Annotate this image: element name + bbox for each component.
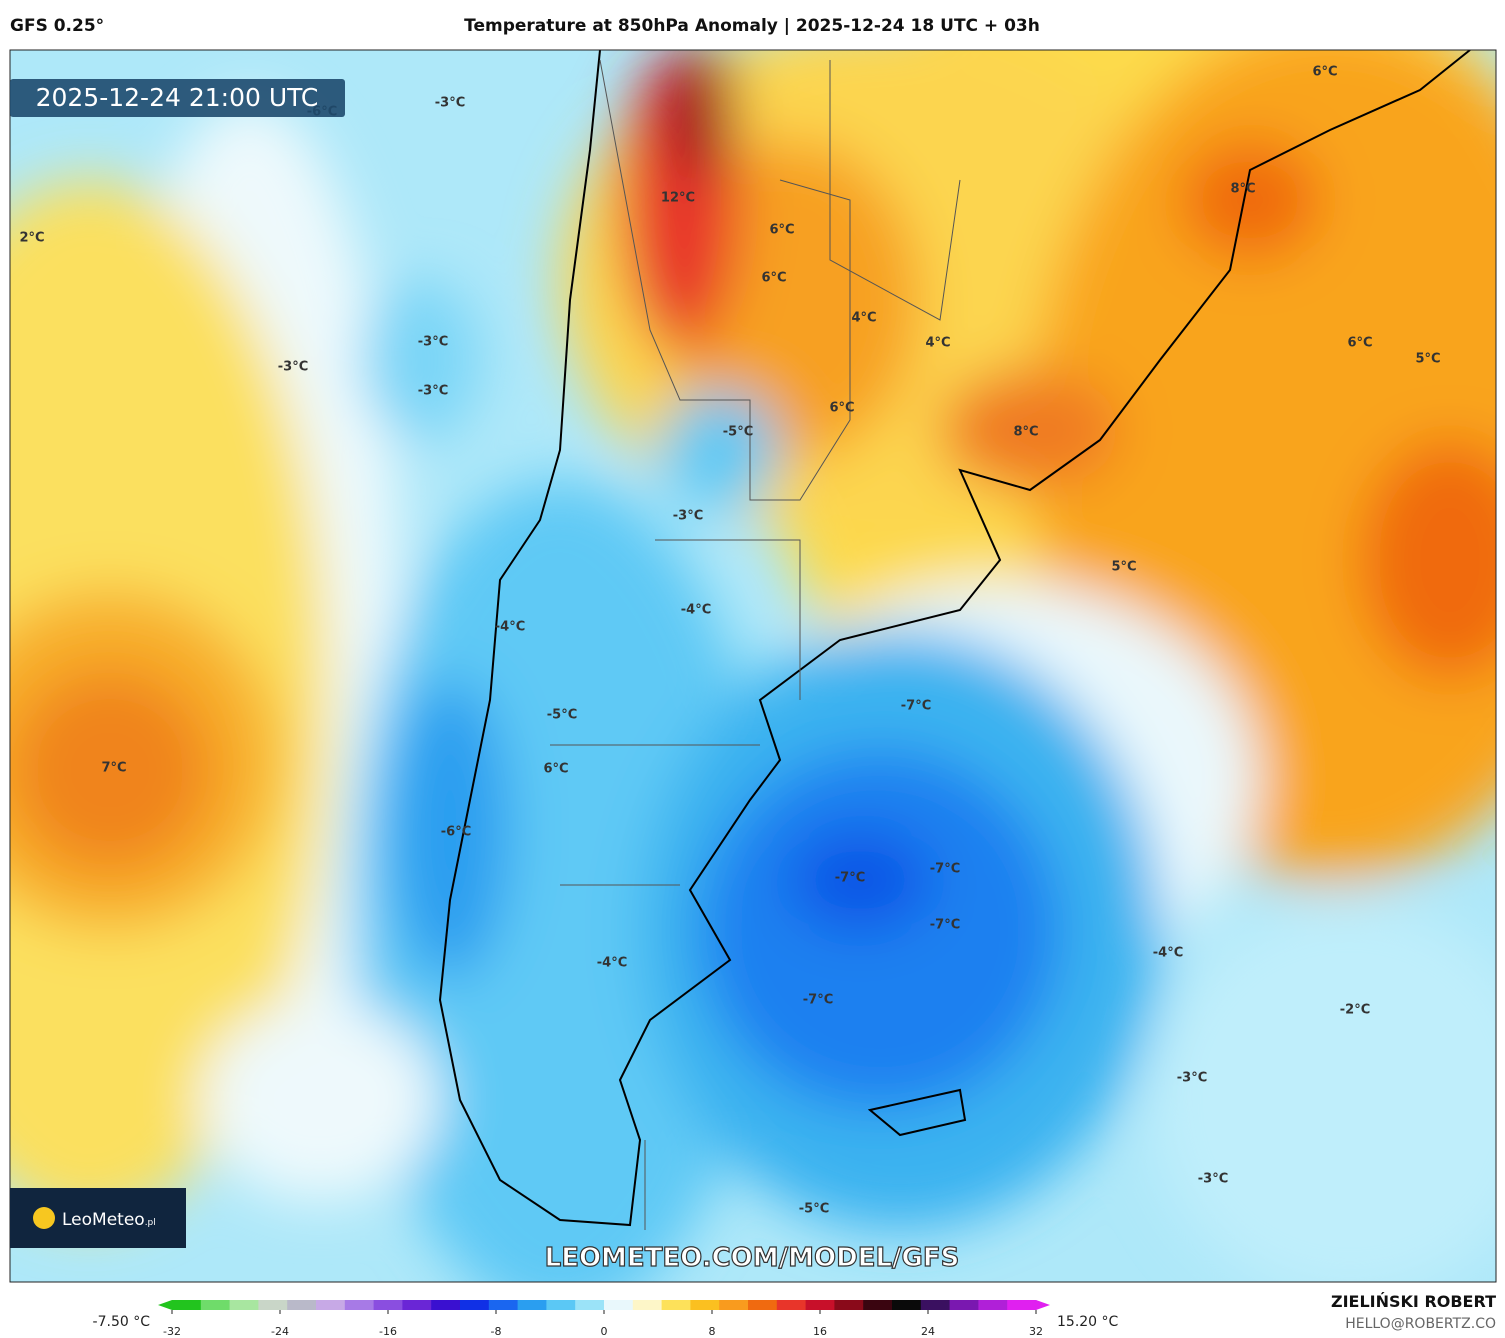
email: HELLO@ROBERTZ.CO [1345, 1316, 1496, 1332]
watermark: LEOMETEO.COM/MODEL/GFS [545, 1243, 960, 1273]
colorbar-swatch [863, 1300, 893, 1310]
colorbar-swatch [690, 1300, 720, 1310]
colorbar-swatch [373, 1300, 403, 1310]
contour-label: 4°C [851, 311, 876, 326]
timestamp-box [10, 79, 345, 117]
colorbar-swatch [834, 1300, 864, 1310]
colorbar-tick-label: 0 [601, 1325, 608, 1338]
colorbar-tick-label: 16 [813, 1325, 827, 1338]
contour-label: -4°C [1153, 946, 1183, 961]
logo-name: LeoMeteo [62, 1210, 145, 1230]
contour-label: 6°C [1312, 65, 1337, 80]
contour-label: 7°C [101, 761, 126, 776]
contour-label: -3°C [673, 509, 703, 524]
colorbar-tick-label: -16 [379, 1325, 397, 1338]
colorbar-swatch [200, 1300, 231, 1310]
contour-label: -4°C [495, 620, 525, 635]
colorbar-swatch [978, 1300, 1008, 1310]
timestamp: 2025-12-24 21:00 UTC [36, 83, 319, 112]
contour-label: 8°C [1230, 182, 1255, 197]
colorbar-swatch [632, 1300, 663, 1310]
colorbar-tick-label: -32 [163, 1325, 181, 1338]
contour-label: 12°C [661, 191, 695, 206]
logo: LeoMeteo.pl [62, 1210, 156, 1230]
contour-label: 4°C [925, 336, 950, 351]
contour-label: -3°C [1177, 1071, 1207, 1086]
colorbar-swatch [258, 1300, 288, 1310]
contour-label: -7°C [930, 918, 960, 933]
colorbar-swatch [287, 1300, 317, 1310]
contour-label: -5°C [547, 708, 577, 723]
colorbar-swatch [172, 1300, 202, 1310]
colorbar-tick-label: -24 [271, 1325, 289, 1338]
logo-sun [33, 1207, 55, 1229]
colorbar-swatch [460, 1300, 490, 1310]
colorbar-swatch [488, 1300, 519, 1310]
contour-label: -3°C [418, 384, 448, 399]
colorbar-swatch [719, 1300, 749, 1310]
colorbar-swatch [604, 1300, 634, 1310]
contour-label: -4°C [597, 956, 627, 971]
colorbar-swatch [892, 1300, 922, 1310]
colorbar-end [1036, 1300, 1050, 1310]
colorbar-min: -7.50 °C [93, 1314, 151, 1330]
contour-label: -3°C [435, 96, 465, 111]
contour-label: -7°C [803, 993, 833, 1008]
contour-label: -2°C [1340, 1003, 1370, 1018]
contour-label: -5°C [723, 425, 753, 440]
contour-label: -7°C [930, 862, 960, 877]
colorbar-swatch [1007, 1300, 1037, 1310]
colorbar-swatch [229, 1300, 259, 1310]
colorbar: -32 -24 -16 -8 0 8 16 24 32 [158, 1300, 1050, 1338]
contour-label: 8°C [1013, 425, 1038, 440]
colorbar-tick-label: 24 [921, 1325, 935, 1338]
contour-label: 2°C [19, 231, 44, 246]
contour-labels: -3°C -6°C 2°C 12°C 6°C 6°C 4°C 4°C -3°C -3°C -3°C 6… [19, 65, 1440, 1217]
title: Temperature at 850hPa Anomaly | 2025-12-… [464, 16, 1040, 36]
colorbar-swatch [748, 1300, 778, 1310]
colorbar-max: 15.20 °C [1057, 1314, 1119, 1330]
colorbar-swatch [316, 1300, 346, 1310]
colorbar-swatch [805, 1300, 835, 1310]
colorbar-tick-label: 32 [1029, 1325, 1043, 1338]
contour-label: 6°C [543, 762, 568, 777]
colorbar-tick-label: 8 [709, 1325, 716, 1338]
contour-label: -3°C [1198, 1172, 1228, 1187]
colorbar-tick-label: -8 [491, 1325, 502, 1338]
colorbar-swatch [431, 1300, 461, 1310]
colorbar-swatch [575, 1300, 605, 1310]
colorbar-end [158, 1300, 172, 1310]
contour-label: 5°C [1111, 560, 1136, 575]
contour-label: -7°C [835, 871, 865, 886]
contour-label: 6°C [769, 223, 794, 238]
contour-label: -4°C [681, 603, 711, 618]
author: ZIELIŃSKI ROBERT [1331, 1292, 1496, 1311]
colorbar-swatch [949, 1300, 979, 1310]
contour-label: 6°C [761, 271, 786, 286]
contour-label: -5°C [799, 1202, 829, 1217]
contour-label: 5°C [1415, 352, 1440, 367]
model-name: GFS 0.25° [10, 16, 104, 36]
colorbar-swatch [344, 1300, 375, 1310]
contour-label: -3°C [418, 335, 448, 350]
contour-label: -3°C [278, 360, 308, 375]
contour-label: -7°C [901, 699, 931, 714]
colorbar-swatch [546, 1300, 576, 1310]
colorbar-swatch [402, 1300, 432, 1310]
logo-suffix: .pl [145, 1218, 156, 1228]
colorbar-swatch [661, 1300, 691, 1310]
contour-label: 6°C [829, 401, 854, 416]
colorbar-swatch [776, 1300, 807, 1310]
contour-label: 6°C [1347, 336, 1372, 351]
colorbar-swatch [920, 1300, 951, 1310]
colorbar-swatch [517, 1300, 547, 1310]
contour-label: -6°C [441, 825, 471, 840]
